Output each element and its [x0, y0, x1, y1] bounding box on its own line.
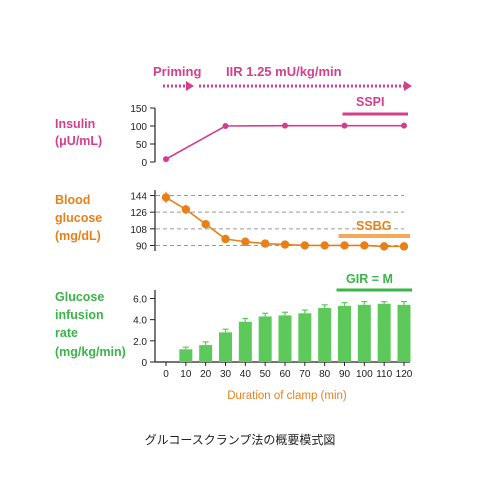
glucose-point: [161, 193, 171, 202]
x-axis-label: Duration of clamp (min): [227, 390, 347, 402]
insulin-panel-label: Insulin (μU/mL): [55, 117, 102, 148]
gir-x-tick-label: 0: [163, 369, 169, 380]
glucose-y-tick-label: 144: [130, 192, 147, 203]
gir-y-tick-label: 4.0: [133, 316, 147, 327]
insulin-y-tick-label: 150: [130, 104, 147, 115]
gir-x-tick-label: 20: [200, 369, 212, 380]
iir-arrowhead: [404, 81, 412, 91]
gir-m-label: GIR = M: [346, 272, 393, 286]
gir-bar: [357, 304, 371, 362]
insulin-point: [341, 122, 348, 129]
gir-bar: [219, 332, 232, 362]
gir-x-tick-label: 80: [319, 369, 331, 380]
glucose-y-tick-label: 126: [130, 208, 147, 219]
gir-x-tick-label: 100: [356, 369, 373, 380]
insulin-chart: 0 50 100 150: [130, 104, 408, 169]
priming-label: Priming: [153, 64, 201, 79]
glucose-panel-label: Blood glucose (mg/dL): [55, 193, 106, 243]
glucose-point: [300, 241, 310, 250]
glucose-point: [379, 242, 389, 251]
gir-x-tick-label: 120: [396, 369, 413, 380]
insulin-y-tick-label: 50: [136, 140, 148, 151]
glucose-point: [241, 237, 250, 246]
glucose-point: [260, 239, 270, 248]
glucose-point: [360, 241, 369, 250]
gir-bar: [199, 345, 213, 362]
gir-panel-label: Glucose infusion rate (mg/kg/min): [55, 290, 126, 359]
gir-bar: [397, 304, 411, 362]
glucose-point: [340, 241, 349, 250]
gir-x-tick-label: 40: [240, 369, 252, 380]
infusion-header: Priming IIR 1.25 mU/kg/min: [153, 64, 412, 91]
gir-x-tick-label: 110: [376, 369, 392, 380]
glucose-point: [221, 234, 230, 244]
insulin-y-tick-label: 100: [130, 122, 147, 133]
gir-chart: 0 2.0 4.0 6.0 0 10 20 30 40 50 60 70 80 90 100 110 120: [133, 288, 413, 380]
gir-x-tick-label: 50: [260, 369, 272, 380]
gir-bar: [318, 308, 332, 362]
iir-label: IIR 1.25 mU/kg/min: [226, 64, 342, 79]
glucose-y-tick-label: 108: [130, 225, 147, 236]
insulin-point: [163, 156, 169, 163]
gir-bar: [298, 313, 312, 362]
insulin-point: [282, 122, 288, 129]
gir-bar: [278, 315, 292, 362]
figure-caption: グルコースクランプ法の概要模式図: [144, 433, 336, 447]
glucose-point: [320, 241, 329, 250]
gir-x-tick-label: 70: [299, 369, 311, 380]
glucose-chart: 90 108 126 144: [130, 190, 410, 252]
gir-y-tick-label: 2.0: [133, 337, 147, 348]
gir-y-tick-label: 0: [141, 358, 147, 369]
gir-x-tick-label: 60: [279, 369, 291, 380]
gir-bar: [238, 321, 252, 362]
sspi-label: SSPI: [356, 95, 385, 109]
insulin-point: [222, 123, 229, 129]
gir-bar: [179, 349, 193, 362]
ssbg-label: SSBG: [356, 219, 391, 233]
glucose-point: [280, 240, 290, 249]
glucose-point: [181, 205, 191, 214]
insulin-y-tick-label: 0: [141, 158, 147, 169]
glucose-point: [399, 242, 409, 251]
insulin-point: [401, 122, 407, 129]
gir-x-tick-label: 30: [220, 369, 232, 380]
gir-bar: [258, 316, 272, 362]
gir-x-tick-label: 10: [180, 369, 192, 380]
gir-x-tick-label: 90: [339, 369, 351, 380]
gir-bar: [377, 303, 391, 362]
gir-y-tick-label: 6.0: [133, 294, 147, 305]
glucose-y-tick-label: 90: [136, 241, 148, 252]
gir-bar: [338, 305, 351, 362]
glucose-point: [201, 219, 210, 229]
insulin-series-line: [165, 124, 404, 160]
priming-arrowhead: [186, 81, 194, 91]
